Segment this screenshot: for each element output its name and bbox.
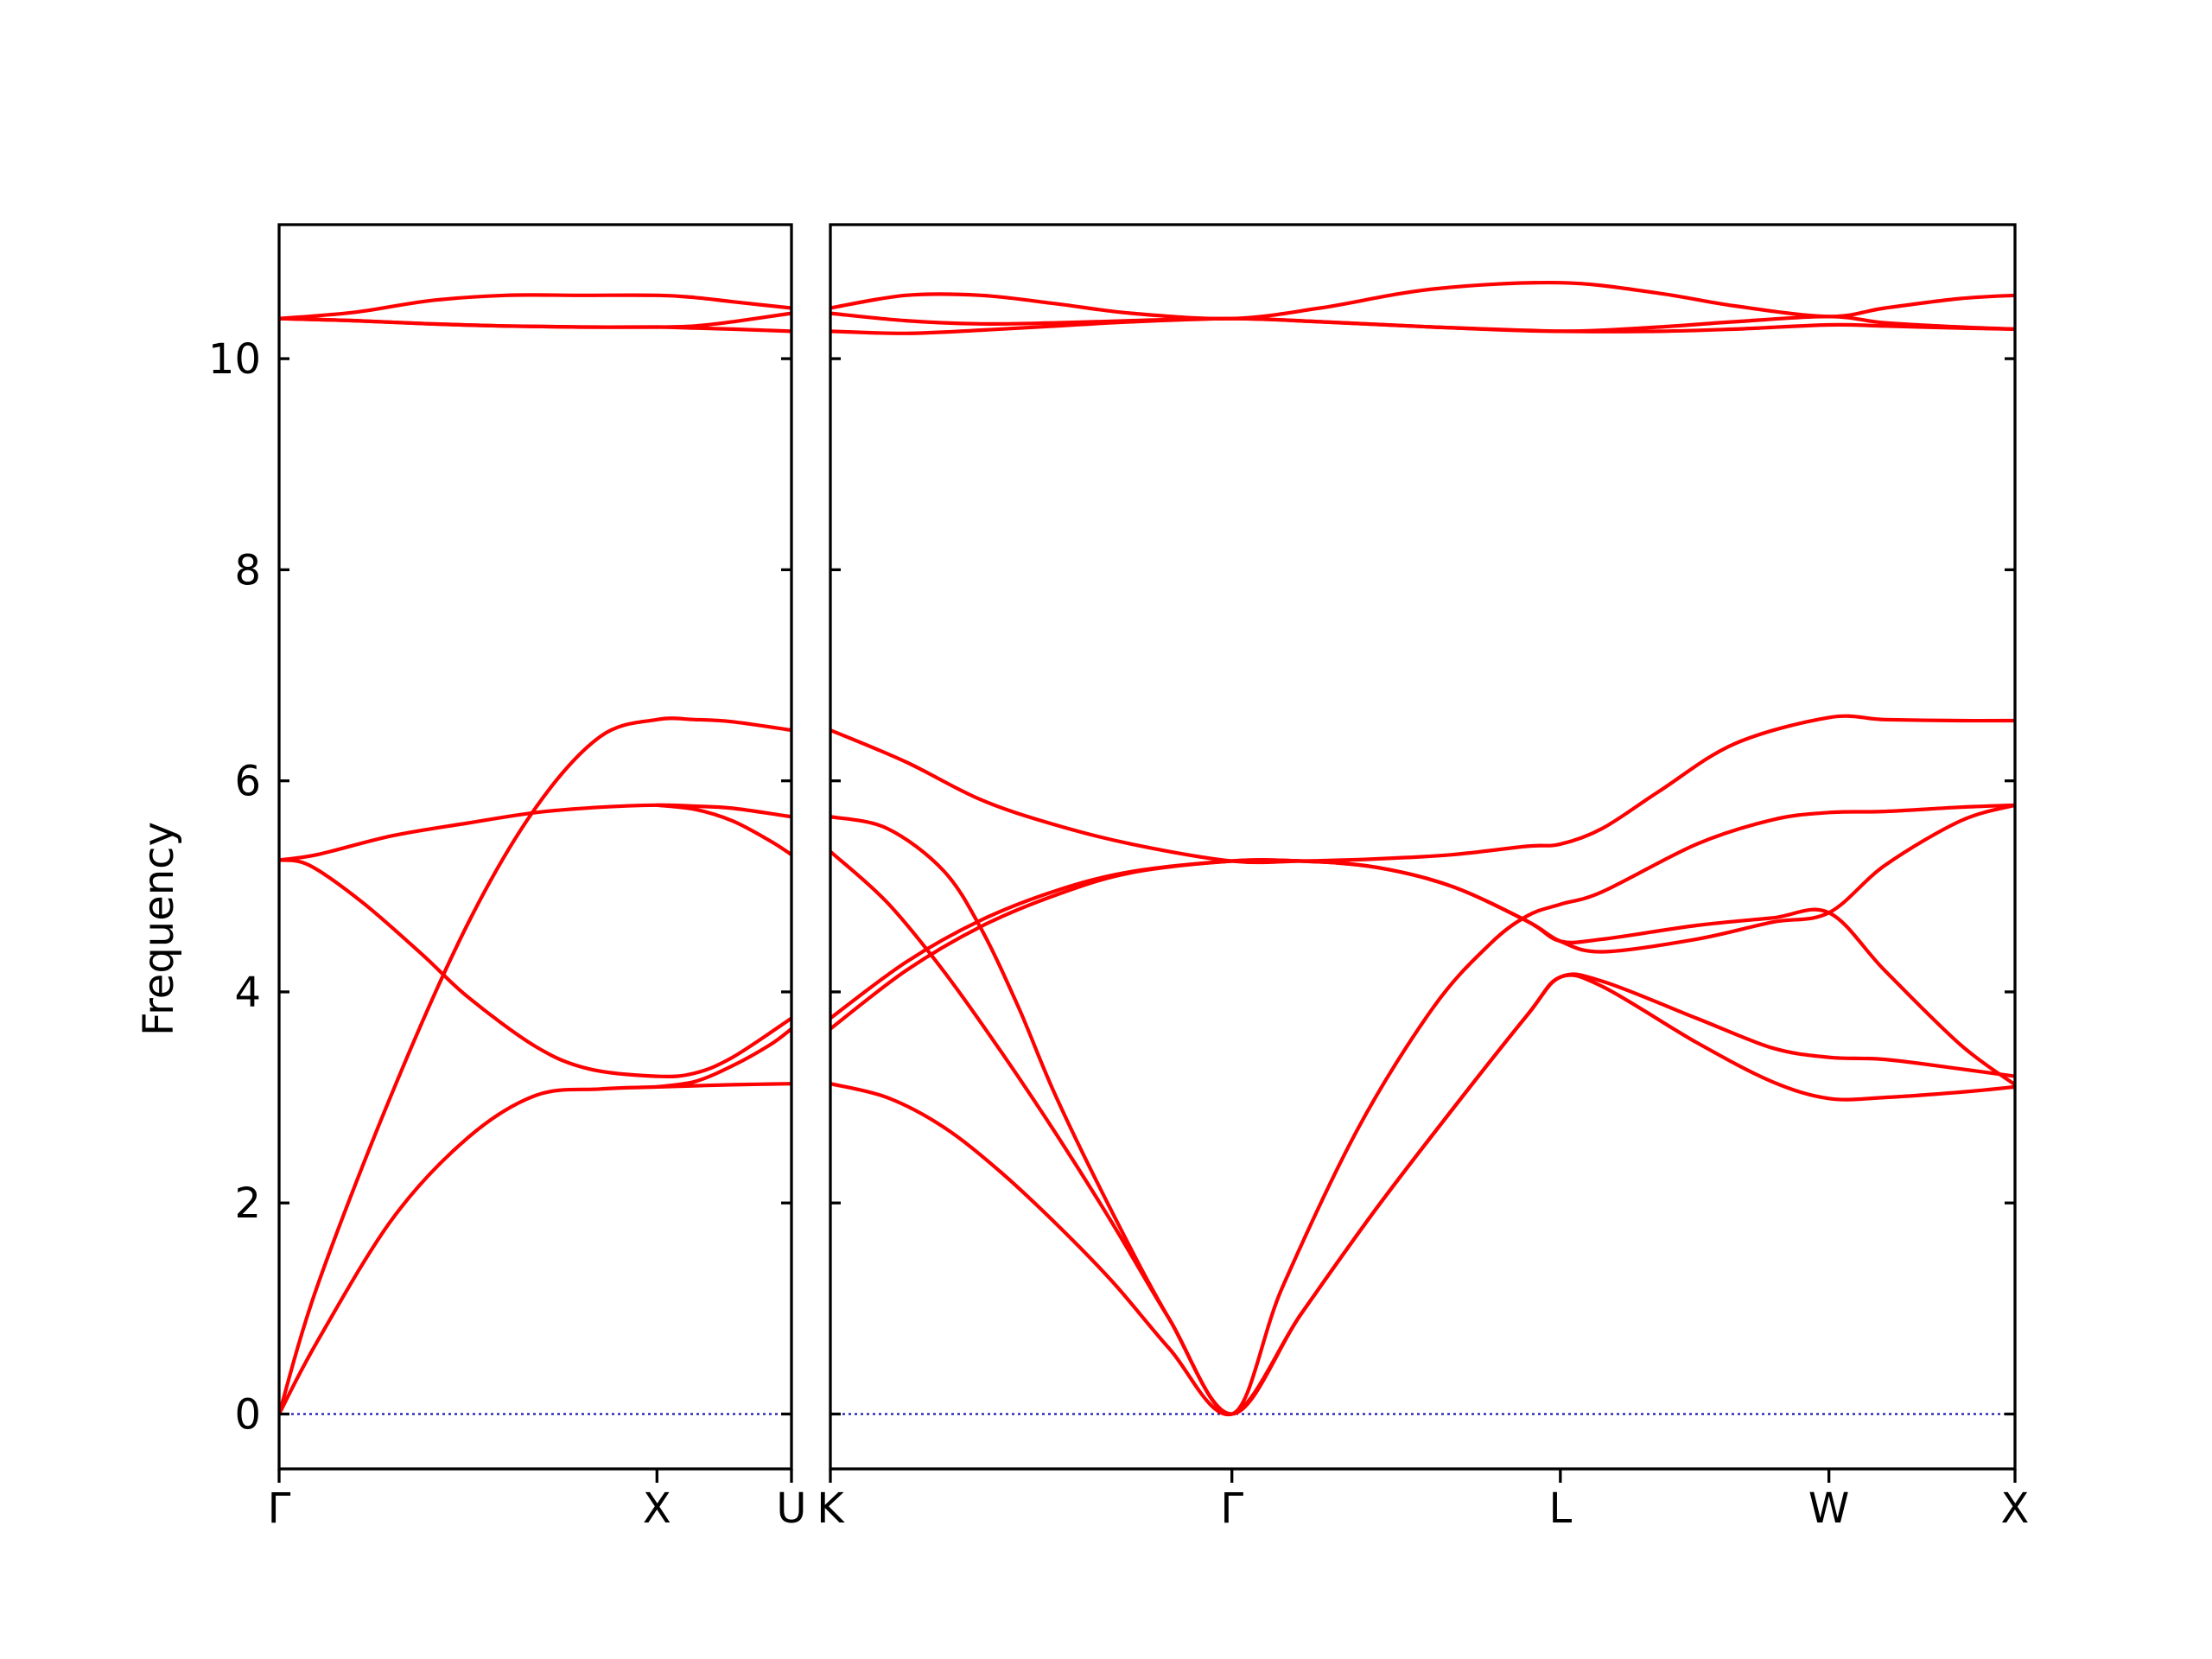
band-line-8 xyxy=(279,293,791,321)
x-tick-label: Γ xyxy=(268,1484,291,1533)
band-line-1 xyxy=(279,1082,791,1416)
band-line-2 xyxy=(830,849,2015,1416)
band-line-6 xyxy=(655,803,791,857)
plot-frame xyxy=(829,223,2017,1471)
x-tick-label: U xyxy=(776,1484,806,1533)
plot-frame xyxy=(277,223,793,1471)
band-line-9 xyxy=(830,280,2015,321)
band-line-3 xyxy=(830,803,2015,1416)
y-axis-label: Frequency xyxy=(135,822,183,1036)
y-tick-label: 2 xyxy=(234,1179,261,1228)
x-tick-label: Γ xyxy=(1220,1484,1243,1533)
y-tick-label: 6 xyxy=(234,758,261,806)
y-tick-label: 0 xyxy=(234,1390,261,1439)
y-tick-label: 4 xyxy=(234,969,261,1017)
band-line-4 xyxy=(830,858,2015,1087)
band-line-4 xyxy=(279,803,791,862)
x-tick-label: W xyxy=(1808,1484,1849,1533)
band-line-1 xyxy=(830,973,2015,1416)
band-line-5 xyxy=(830,803,2015,1020)
band-line-8 xyxy=(830,311,2015,334)
band-line-2 xyxy=(279,716,791,1416)
band-group xyxy=(830,280,2015,1416)
band-line-6 xyxy=(830,714,2015,865)
x-tick-label: K xyxy=(817,1484,845,1533)
y-tick-label: 8 xyxy=(234,546,261,594)
x-tick-label: L xyxy=(1548,1484,1572,1533)
band-line-3 xyxy=(279,858,791,1079)
band-line-9 xyxy=(279,316,791,334)
plot-layer: Γ X U K Γ L W X 0 2 4 6 8 10 xyxy=(208,223,2030,1533)
x-tick-label: X xyxy=(2001,1484,2030,1533)
band-line-5 xyxy=(655,1027,791,1089)
x-tick-label: X xyxy=(643,1484,671,1533)
band-group xyxy=(279,293,791,1416)
y-tick-label: 10 xyxy=(208,335,261,384)
